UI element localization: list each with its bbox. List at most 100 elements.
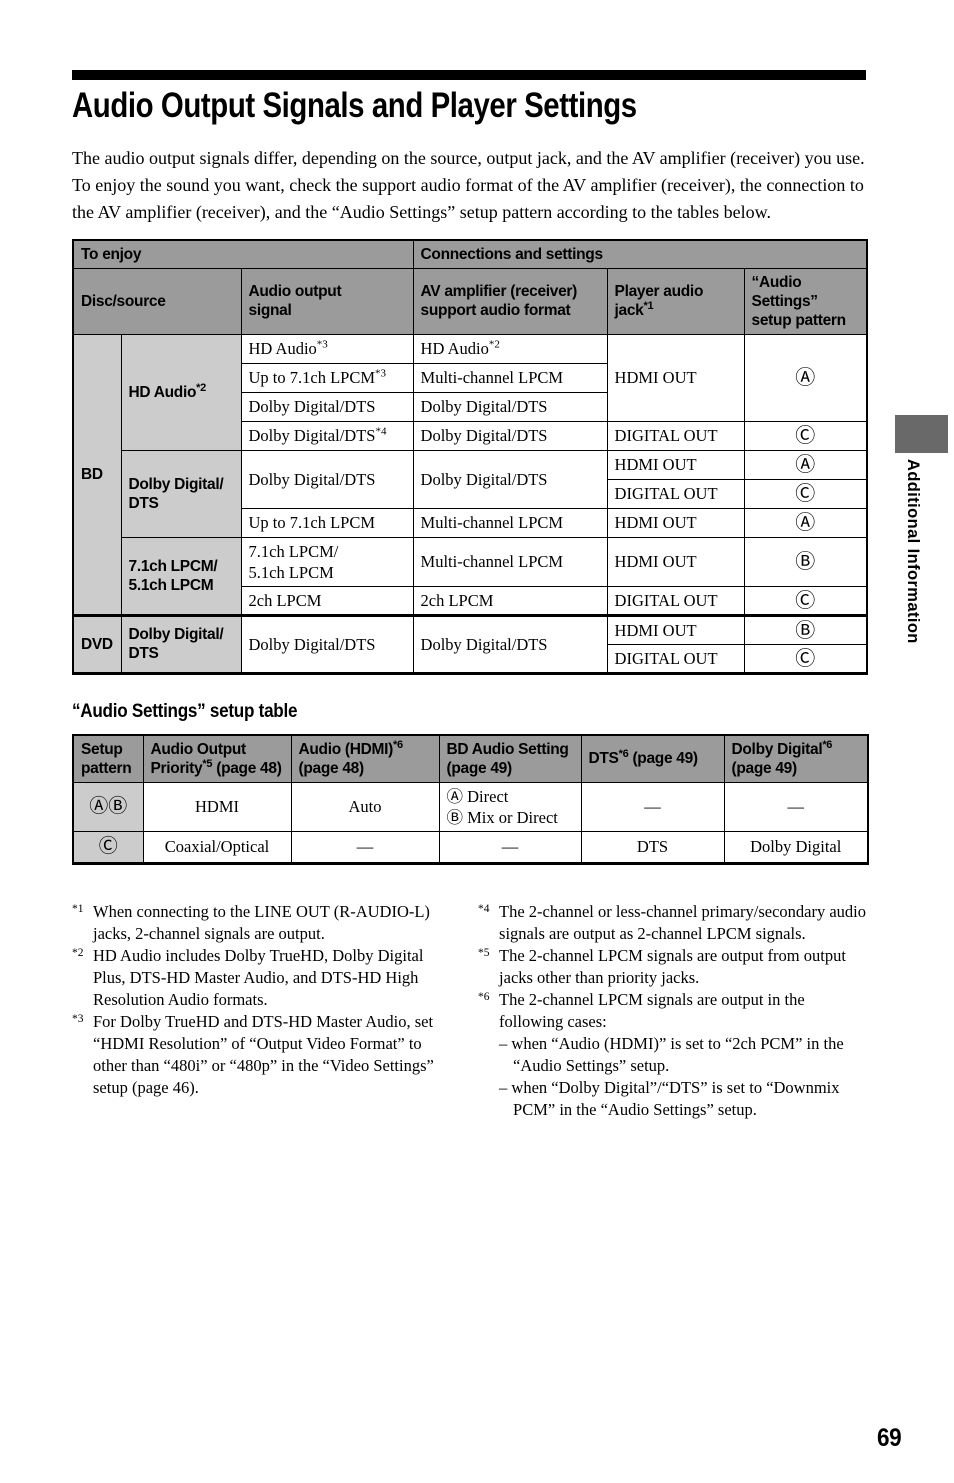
footnote-text: HD Audio includes Dolby TrueHD, Dolby Di… bbox=[93, 945, 424, 1009]
table-cell: Dolby Digital/DTS bbox=[412, 449, 608, 509]
table-row: Dolby Digital/DTS*4 Dolby Digital/DTS DI… bbox=[73, 420, 868, 451]
table-cell: Up to 7.1ch LPCM bbox=[240, 507, 414, 538]
footnote-ref: *6 bbox=[822, 738, 833, 751]
header-text: DTS bbox=[588, 750, 619, 767]
footnote-text: The 2-channel LPCM signals are output fr… bbox=[499, 945, 846, 987]
header-text: Audio (HDMI) bbox=[298, 740, 394, 758]
cell-line: 5.1ch LPCM bbox=[248, 562, 334, 582]
table-cell: 2ch LPCM bbox=[412, 585, 608, 616]
footnote-2: *2 HD Audio includes Dolby TrueHD, Dolby… bbox=[72, 945, 458, 1011]
cell-category-dolby-dts: Dolby Digital/ DTS bbox=[120, 449, 242, 538]
footnote-ref: *6 bbox=[393, 738, 403, 751]
table-cell: 7.1ch LPCM/ 5.1ch LPCM bbox=[240, 536, 414, 587]
footnote-1: *1 When connecting to the LINE OUT (R-AU… bbox=[72, 901, 458, 945]
col-header-disc-source: Disc/source bbox=[72, 267, 242, 335]
footnote-marker: *1 bbox=[72, 902, 84, 915]
table-cell: DIGITAL OUT bbox=[606, 643, 745, 674]
table-column-header-row: Setup pattern Audio Output Priority*5 (p… bbox=[72, 734, 869, 783]
table-cell: Dolby Digital/DTS bbox=[240, 391, 414, 422]
pattern-badge: Ⓐ bbox=[743, 449, 868, 480]
table-row: DVD Dolby Digital/ DTS Dolby Digital/DTS… bbox=[72, 613, 868, 674]
table-row: 7.1ch LPCM/ 5.1ch LPCM 7.1ch LPCM/ 5.1ch… bbox=[73, 536, 868, 616]
cell-text: HD Audio bbox=[420, 339, 489, 358]
footnote-3: *3 For Dolby TrueHD and DTS-HD Master Au… bbox=[72, 1011, 458, 1099]
table-cell: HDMI OUT bbox=[606, 536, 745, 587]
page-ref: (page 49) bbox=[632, 750, 698, 767]
table-cell: Dolby Digital/DTS*4 bbox=[240, 420, 414, 451]
col-header-audio-hdmi: Audio (HDMI)*6 (page 48) bbox=[290, 734, 440, 783]
col-header-av-amplifier: AV amplifier (receiver) support audio fo… bbox=[412, 267, 608, 335]
cell-text: Dolby Digital/DTS bbox=[248, 426, 376, 445]
footnote-text: For Dolby TrueHD and DTS-HD Master Audio… bbox=[93, 1011, 434, 1097]
category-line: 5.1ch LPCM bbox=[128, 576, 214, 594]
table-row: BD HD Audio*2 HD Audio*3 HD Audio*2 HDMI… bbox=[72, 333, 868, 616]
footnote-marker: *4 bbox=[478, 902, 490, 915]
cell-category-lpcm: 7.1ch LPCM/ 5.1ch LPCM bbox=[120, 536, 242, 616]
category-line: DTS bbox=[128, 494, 159, 512]
table-cell: HDMI bbox=[142, 781, 292, 832]
chapter-sidebar-label: Additional Information bbox=[904, 459, 922, 644]
table-group-header-row: To enjoy Connections and settings bbox=[72, 239, 868, 269]
table-cell: Coaxial/Optical bbox=[142, 830, 292, 864]
footnote-text: The 2-channel LPCM signals are output in… bbox=[499, 989, 805, 1031]
header-line: signal bbox=[248, 302, 292, 319]
footnotes-left-column: *1 When connecting to the LINE OUT (R-AU… bbox=[72, 901, 458, 1121]
col-header-player-jack: Player audio jack*1 bbox=[606, 267, 745, 335]
table-row: Dolby Digital/ DTS Dolby Digital/DTS Dol… bbox=[73, 449, 868, 538]
footnote-ref: *6 bbox=[618, 747, 629, 760]
cell-line: Ⓐ Direct bbox=[446, 786, 509, 806]
footnote-4: *4 The 2-channel or less-channel primary… bbox=[478, 901, 866, 945]
col-header-setup-pattern: Setup pattern bbox=[72, 734, 144, 783]
table-cell: — bbox=[438, 830, 582, 864]
category-text: HD Audio bbox=[128, 383, 197, 401]
header-text: Dolby Digital bbox=[731, 740, 823, 758]
table-row: Up to 7.1ch LPCM*3 Multi-channel LPCM bbox=[73, 362, 867, 393]
header-text: BD Audio Setting bbox=[446, 740, 569, 758]
table-cell: — bbox=[723, 781, 869, 832]
table-cell: DIGITAL OUT bbox=[606, 585, 745, 616]
table-cell: Multi-channel LPCM bbox=[412, 507, 608, 538]
footnotes-section: *1 When connecting to the LINE OUT (R-AU… bbox=[72, 901, 866, 1121]
table-cell: HDMI OUT bbox=[606, 507, 745, 538]
audio-settings-setup-table: Setup pattern Audio Output Priority*5 (p… bbox=[72, 733, 869, 865]
cell-bd-label: BD bbox=[72, 333, 122, 616]
audio-signals-table: To enjoy Connections and settings Disc/s… bbox=[72, 239, 869, 675]
footnote-ref: *3 bbox=[375, 367, 387, 380]
col-header-bd-audio-setting: BD Audio Setting (page 49) bbox=[438, 734, 582, 783]
page-ref: (page 48) bbox=[216, 759, 282, 777]
cell-line: 7.1ch LPCM/ bbox=[248, 541, 339, 561]
pattern-badge: Ⓐ bbox=[743, 507, 868, 538]
table-row: DIGITAL OUT Ⓒ bbox=[73, 643, 868, 674]
table-cell: DIGITAL OUT bbox=[606, 420, 745, 451]
page-title: Audio Output Signals and Player Settings bbox=[72, 86, 637, 125]
col-header-dts: DTS*6 (page 49) bbox=[580, 734, 725, 783]
content-column: Audio Output Signals and Player Settings… bbox=[72, 0, 869, 1121]
table-column-header-row: Disc/source Audio output signal AV ampli… bbox=[72, 267, 868, 335]
footnote-bullet: – when “Audio (HDMI)” is set to “2ch PCM… bbox=[499, 1033, 844, 1075]
table-cell: Dolby Digital/DTS bbox=[240, 613, 414, 674]
table-row: DIGITAL OUT Ⓒ bbox=[73, 478, 868, 509]
header-line: Audio output bbox=[248, 283, 342, 300]
table-cell: Up to 7.1ch LPCM*3 bbox=[240, 362, 414, 393]
cell-text: Up to 7.1ch LPCM bbox=[248, 368, 376, 387]
group-header-to-enjoy: To enjoy bbox=[72, 239, 414, 269]
col-header-dolby-digital: Dolby Digital*6 (page 49) bbox=[723, 734, 869, 783]
table-cell: Dolby Digital/DTS bbox=[240, 449, 414, 509]
footnote-ref: *4 bbox=[375, 425, 387, 438]
setup-table-heading: “Audio Settings” setup table bbox=[72, 700, 298, 722]
cell-category-hd-audio: HD Audio*2 bbox=[120, 333, 242, 451]
pattern-badge: Ⓒ bbox=[743, 585, 868, 616]
footnote-marker: *6 bbox=[478, 990, 490, 1003]
header-text: Player audio jack bbox=[614, 283, 704, 319]
chapter-tab-marker bbox=[895, 415, 948, 453]
page-number: 69 bbox=[877, 1424, 902, 1452]
col-header-audio-output-signal: Audio output signal bbox=[240, 267, 414, 335]
table-row: Up to 7.1ch LPCM Multi-channel LPCM HDMI… bbox=[73, 507, 868, 538]
page-ref: (page 49) bbox=[731, 759, 798, 777]
footnote-ref: *2 bbox=[488, 338, 500, 351]
pattern-badge: Ⓒ bbox=[743, 478, 868, 509]
pattern-badge: Ⓐ bbox=[743, 333, 868, 422]
group-header-connections: Connections and settings bbox=[412, 239, 868, 269]
table-cell: Dolby Digital/DTS bbox=[412, 391, 608, 422]
footnote-marker: *2 bbox=[72, 946, 84, 959]
